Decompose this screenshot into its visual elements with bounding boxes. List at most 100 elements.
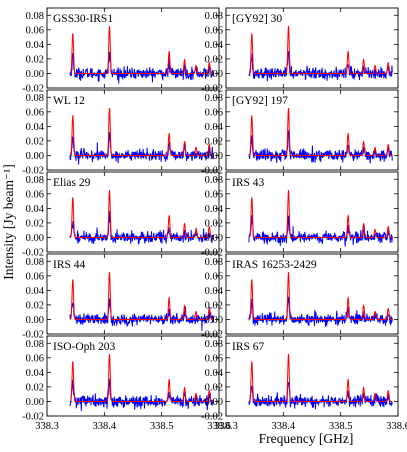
observed-spectrum-line: [69, 211, 214, 245]
y-tick-label: 0.04: [26, 368, 45, 379]
panel-frame: [225, 89, 399, 171]
y-tick-label: 0.06: [26, 25, 44, 36]
x-axis-label: Frequency [GHz]: [259, 431, 354, 446]
y-tick-label: 0.00: [26, 315, 44, 326]
spectrum-panel: -0.02 0.00 0.02 0.04 0.06 0.08 IRAS 16253-2429: [201, 253, 399, 341]
x-tick-label: 338.4: [272, 421, 296, 432]
x-tick-label: 338.6: [207, 421, 231, 432]
observed-spectrum-line: [248, 382, 393, 410]
y-tick-label: 0.04: [205, 122, 224, 133]
model-spectrum-line: [248, 26, 393, 74]
observed-spectrum-line: [69, 298, 214, 331]
y-tick-label: 0.08: [26, 175, 44, 186]
spectrum-panel: -0.02 0.00 0.02 0.04 0.06 0.08 338.3 338.4 338.5…: [201, 335, 407, 432]
y-tick-label: -0.02: [201, 412, 223, 423]
panel-source-label: GSS30-IRS1: [53, 13, 113, 25]
y-tick-label: 0.06: [205, 271, 223, 282]
y-axis-label: Intensity [Jy beam⁻¹]: [1, 164, 16, 279]
panel-source-label: ISO-Oph 203: [53, 341, 116, 353]
panel-source-label: [GY92] 197: [232, 95, 288, 107]
x-tick-label: 338.4: [93, 421, 117, 432]
y-tick-label: -0.02: [22, 412, 44, 423]
observed-spectrum-line: [69, 378, 214, 412]
panel-frame: [225, 253, 399, 335]
panel-source-label: Elias 29: [53, 177, 91, 189]
y-tick-label: 0.00: [205, 397, 223, 408]
x-tick-label: 338.3: [214, 421, 238, 432]
y-tick-label: 0.06: [205, 25, 223, 36]
y-tick-label: 0.02: [26, 136, 44, 147]
y-tick-label: 0.00: [26, 151, 44, 162]
y-tick-label: -0.02: [22, 248, 44, 259]
panel-source-label: IRS 44: [53, 259, 86, 271]
observed-spectrum-line: [248, 296, 393, 328]
y-tick-label: 0.04: [205, 40, 224, 51]
y-tick-label: 0.02: [26, 218, 44, 229]
y-tick-label: 0.06: [26, 107, 44, 118]
y-tick-label: 0.00: [26, 397, 44, 408]
y-tick-label: -0.02: [22, 330, 44, 341]
y-tick-label: 0.08: [205, 175, 223, 186]
y-tick-label: 0.02: [205, 136, 223, 147]
model-spectrum-line: [69, 26, 214, 74]
y-tick-label: 0.06: [26, 353, 44, 364]
y-tick-label: 0.02: [26, 54, 44, 65]
y-tick-label: 0.02: [205, 300, 223, 311]
observed-spectrum-line: [248, 130, 393, 164]
y-tick-label: 0.08: [205, 339, 223, 350]
y-tick-label: 0.08: [205, 257, 223, 268]
y-tick-label: 0.08: [205, 11, 223, 22]
y-tick-label: -0.02: [201, 84, 223, 95]
panel-frame: [225, 335, 399, 417]
y-tick-label: 0.00: [205, 69, 223, 80]
y-tick-label: 0.08: [26, 257, 44, 268]
model-spectrum-line: [248, 272, 393, 320]
y-tick-label: -0.02: [201, 330, 223, 341]
y-tick-label: 0.04: [205, 286, 224, 297]
model-spectrum-line: [248, 354, 393, 402]
y-tick-label: 0.06: [26, 189, 44, 200]
x-tick-label: 338.5: [329, 421, 353, 432]
panel-frame: [46, 335, 220, 417]
y-tick-label: 0.06: [26, 271, 44, 282]
spectrum-panel: -0.02 0.00 0.02 0.04 0.06 0.08 WL 12: [22, 89, 220, 177]
panel-source-label: IRS 67: [232, 341, 265, 353]
model-spectrum-line: [248, 108, 393, 156]
y-tick-label: 0.02: [26, 300, 44, 311]
spectrum-panel: -0.02 0.00 0.02 0.04 0.06 0.08 IRS 44: [22, 253, 220, 341]
panel-frame: [46, 171, 220, 253]
y-tick-label: 0.04: [26, 122, 45, 133]
panel-source-label: WL 12: [53, 95, 85, 107]
y-tick-label: 0.02: [26, 382, 44, 393]
model-spectrum-line: [248, 190, 393, 238]
panel-frame: [46, 253, 220, 335]
y-tick-label: -0.02: [22, 84, 44, 95]
y-tick-label: 0.08: [26, 93, 44, 104]
model-spectrum-line: [69, 354, 214, 402]
spectrum-panel: -0.02 0.00 0.02 0.04 0.06 0.08 Elias 29: [22, 171, 220, 259]
x-tick-label: 338.5: [150, 421, 174, 432]
spectrum-panel: -0.02 0.00 0.02 0.04 0.06 0.08 IRS 43: [201, 171, 399, 259]
panel-source-label: [GY92] 30: [232, 13, 282, 25]
y-tick-label: 0.04: [26, 286, 45, 297]
y-tick-label: -0.02: [201, 166, 223, 177]
y-tick-label: 0.02: [205, 382, 223, 393]
observed-spectrum-line: [69, 51, 214, 84]
model-spectrum-line: [69, 190, 214, 238]
y-tick-label: 0.08: [26, 11, 44, 22]
spectrum-panel: -0.02 0.00 0.02 0.04 0.06 0.08 [GY92] 197: [201, 89, 399, 177]
panel-source-label: IRS 43: [232, 177, 265, 189]
y-tick-label: 0.00: [205, 233, 223, 244]
y-tick-label: 0.02: [205, 54, 223, 65]
y-tick-label: 0.08: [26, 339, 44, 350]
spectrum-panel: -0.02 0.00 0.02 0.04 0.06 0.08 338.3 338.4 338.5…: [22, 335, 231, 432]
y-tick-label: 0.06: [205, 353, 223, 364]
y-tick-label: 0.04: [205, 368, 224, 379]
y-tick-label: -0.02: [201, 248, 223, 259]
panel-frame: [46, 89, 220, 171]
y-tick-label: 0.04: [26, 204, 45, 215]
y-tick-label: 0.00: [205, 151, 223, 162]
y-tick-label: -0.02: [22, 166, 44, 177]
panel-frame: [225, 7, 399, 89]
